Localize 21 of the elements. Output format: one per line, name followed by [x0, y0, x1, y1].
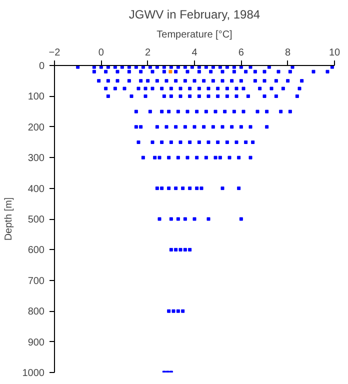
y-tick-label: 800: [28, 306, 45, 318]
y-tick-label: 300: [28, 153, 45, 164]
y-tick-label: 400: [28, 184, 45, 195]
y-tick-label: 0: [38, 61, 45, 72]
x-tick-label: −2: [48, 48, 61, 58]
x-tick-label: 6: [238, 48, 244, 58]
y-tick-label: 100: [28, 92, 45, 103]
y-tick-label: 700: [28, 276, 45, 287]
x-tick-label: 2: [145, 48, 152, 58]
x-axis-title: Temperature [°C]: [156, 30, 233, 40]
x-tick-label: 10: [328, 48, 340, 58]
x-tick-label: 8: [285, 48, 292, 58]
y-tick-label: 900: [28, 337, 45, 348]
y-tick-label: 1000: [22, 368, 45, 379]
y-axis-title: Depth [m]: [3, 197, 14, 241]
y-tick-label: 500: [28, 214, 45, 226]
y-tick-label: 200: [28, 122, 45, 134]
chart-title: JGWV in February, 1984: [128, 8, 260, 22]
x-tick-label: 4: [192, 48, 198, 58]
y-tick-label: 600: [28, 245, 45, 256]
x-tick-label: 0: [98, 48, 104, 58]
